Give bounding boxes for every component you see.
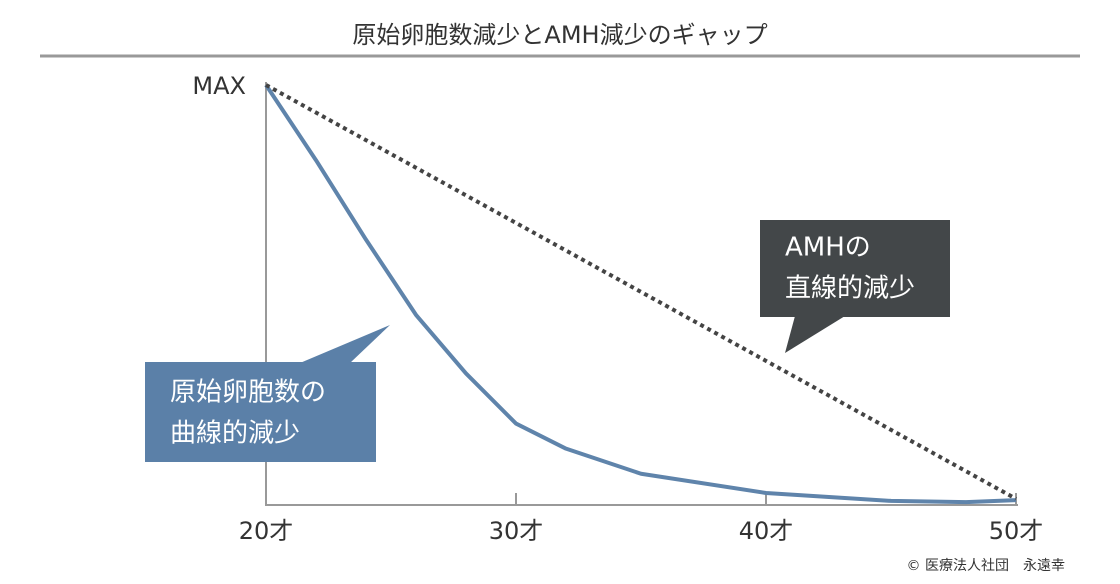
- callout-box: [145, 362, 376, 462]
- x-tick-label: 20才: [239, 517, 294, 545]
- series-line: [265, 83, 1017, 501]
- callout-amh: AMHの 直線的減少: [760, 220, 950, 353]
- x-tick-label: 40才: [739, 517, 794, 545]
- callout-text: 曲線的減少: [170, 419, 300, 449]
- credit: © 医療法人社団 永遠幸: [907, 557, 1065, 574]
- chart-title: 原始卵胞数減少とAMH減少のギャップ: [352, 21, 767, 49]
- callout-text: AMHの: [785, 233, 871, 263]
- y-tick-label: MAX: [192, 72, 246, 100]
- x-tick-label: 50才: [989, 517, 1044, 545]
- series-line: [264, 83, 1017, 505]
- callout-box: [760, 220, 950, 317]
- callout-follicle: 原始卵胞数の 曲線的減少: [145, 325, 390, 462]
- callout-pointer: [300, 325, 390, 363]
- x-tick-label: 30才: [489, 517, 544, 545]
- callout-pointer: [785, 316, 845, 353]
- callout-text: 原始卵胞数の: [170, 378, 326, 408]
- callout-text: 直線的減少: [785, 274, 915, 304]
